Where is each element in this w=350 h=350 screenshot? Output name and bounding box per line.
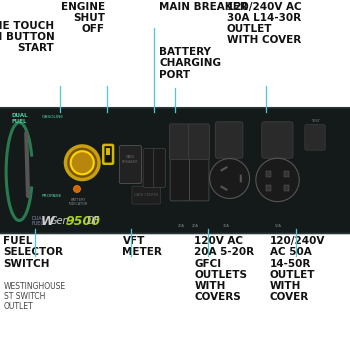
Text: MAIN BREAKER: MAIN BREAKER: [159, 2, 248, 12]
Text: BATTERY
CHARGING
PORT: BATTERY CHARGING PORT: [159, 47, 221, 80]
Text: FUEL
SELECTOR
SWITCH: FUEL SELECTOR SWITCH: [4, 236, 63, 269]
Text: 120V AC
20A 5-20R
GFCI
OUTLETS
WITH
COVERS: 120V AC 20A 5-20R GFCI OUTLETS WITH COVE…: [194, 236, 254, 302]
Text: Gen: Gen: [50, 216, 70, 226]
Text: FUEL: FUEL: [12, 119, 27, 124]
Bar: [106, 148, 110, 155]
Circle shape: [210, 159, 250, 198]
FancyBboxPatch shape: [103, 145, 113, 164]
Text: DATA CENTER: DATA CENTER: [134, 193, 159, 197]
Text: ONE TOUCH
PUSH BUTTON
START: ONE TOUCH PUSH BUTTON START: [0, 21, 54, 54]
FancyBboxPatch shape: [170, 153, 190, 201]
FancyBboxPatch shape: [154, 148, 166, 188]
Bar: [284, 171, 289, 177]
Text: 50A: 50A: [275, 224, 282, 228]
Text: GASOLINE: GASOLINE: [42, 115, 64, 119]
Circle shape: [71, 151, 94, 174]
Circle shape: [256, 158, 299, 202]
FancyBboxPatch shape: [189, 153, 209, 201]
FancyBboxPatch shape: [215, 122, 243, 158]
FancyBboxPatch shape: [169, 124, 190, 160]
Bar: [266, 171, 271, 177]
Text: DUAL: DUAL: [12, 113, 28, 118]
FancyBboxPatch shape: [262, 122, 293, 158]
Text: 20A: 20A: [177, 224, 184, 228]
Text: 120/240V AC
30A L14-30R
OUTLET
WITH COVER: 120/240V AC 30A L14-30R OUTLET WITH COVE…: [227, 2, 301, 46]
FancyBboxPatch shape: [0, 108, 350, 233]
Bar: [266, 185, 271, 191]
FancyBboxPatch shape: [143, 148, 155, 188]
Text: 20A: 20A: [192, 224, 199, 228]
Bar: [284, 185, 289, 191]
FancyBboxPatch shape: [132, 186, 160, 204]
FancyBboxPatch shape: [119, 146, 141, 183]
Text: 9500: 9500: [66, 215, 101, 228]
Text: W: W: [40, 215, 54, 228]
Text: TEST: TEST: [311, 119, 319, 123]
Text: 30A: 30A: [222, 224, 229, 228]
Text: DUAL: DUAL: [32, 216, 45, 221]
Circle shape: [74, 186, 80, 192]
Text: 120/240V
AC 50A
14-50R
OUTLET
WITH
COVER: 120/240V AC 50A 14-50R OUTLET WITH COVER: [270, 236, 325, 302]
FancyBboxPatch shape: [189, 124, 210, 160]
Circle shape: [65, 146, 99, 180]
Text: FUEL: FUEL: [32, 221, 44, 226]
Text: ENGINE
SHUT
OFF: ENGINE SHUT OFF: [61, 2, 105, 34]
Text: MAIN
BREAKER: MAIN BREAKER: [122, 155, 139, 163]
FancyBboxPatch shape: [305, 125, 325, 150]
Text: PROPANE: PROPANE: [42, 194, 62, 198]
Text: WESTINGHOUSE
ST SWITCH
OUTLET: WESTINGHOUSE ST SWITCH OUTLET: [4, 282, 66, 311]
Text: VFT
METER: VFT METER: [122, 236, 162, 258]
Text: DF: DF: [87, 216, 100, 226]
Text: BATTERY
INDICATOR: BATTERY INDICATOR: [69, 198, 89, 206]
